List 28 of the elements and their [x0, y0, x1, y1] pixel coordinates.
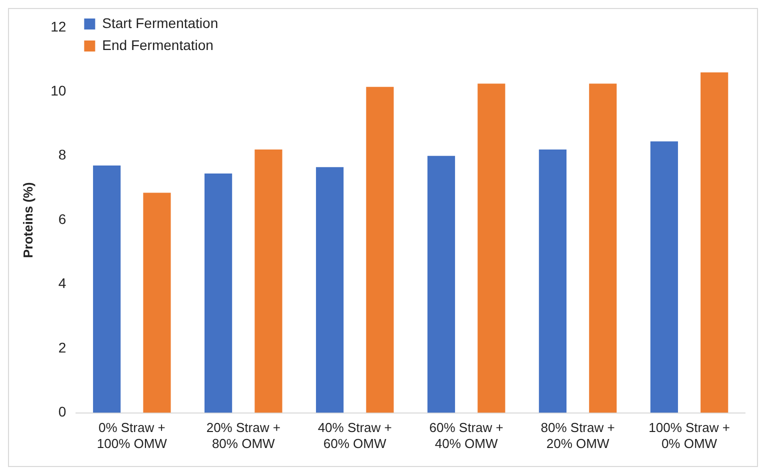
bar [93, 166, 121, 413]
y-tick-label: 12 [50, 18, 66, 34]
bar [478, 84, 506, 413]
x-tick-label: 0% Straw + 100% OMW [96, 420, 168, 451]
legend-label: Start Fermentation [102, 14, 218, 31]
bar [204, 174, 232, 413]
bar [254, 149, 282, 413]
bar [366, 86, 394, 413]
legend-label: End Fermentation [102, 36, 214, 53]
y-tick-label: 10 [50, 82, 66, 98]
x-tick-label: 60% Straw + 40% OMW [429, 420, 504, 451]
x-tick-label: 100% Straw + 0% OMW [648, 420, 730, 451]
x-tick-label: 40% Straw + 60% OMW [318, 420, 392, 451]
y-tick-label: 6 [58, 210, 66, 227]
y-tick-label: 0 [58, 404, 66, 420]
y-tick-label: 4 [58, 275, 66, 292]
x-tick-label: 80% Straw + 20% OMW [540, 420, 615, 451]
bar [427, 156, 456, 413]
bar [589, 84, 617, 413]
bar [143, 192, 171, 413]
bar [700, 72, 728, 413]
bar [650, 141, 678, 413]
x-tick-label: 20% Straw + 80% OMW [206, 420, 280, 451]
y-tick-label: 8 [58, 146, 66, 163]
y-axis-title: Proteins (%) [20, 182, 36, 258]
bar [538, 149, 567, 413]
bar [316, 167, 344, 413]
y-tick-label: 2 [58, 339, 66, 356]
